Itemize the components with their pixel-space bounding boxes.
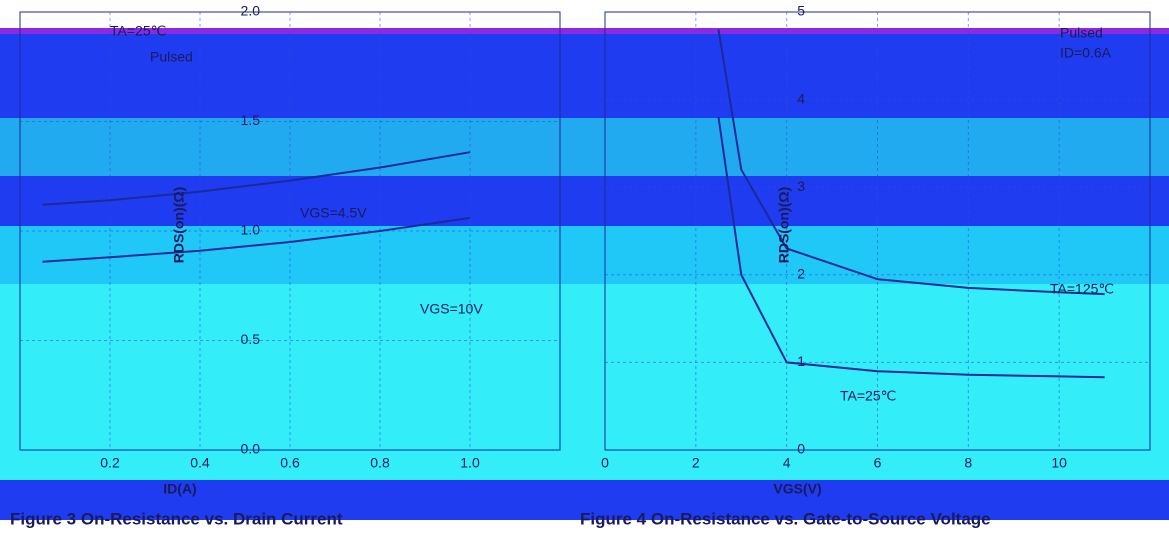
annotation: Pulsed bbox=[1060, 25, 1103, 41]
series-line bbox=[717, 116, 1105, 379]
x-tick-label: 0 bbox=[601, 455, 609, 471]
series-line bbox=[717, 29, 1105, 296]
x-axis-label: ID(A) bbox=[163, 481, 196, 497]
y-tick-label: 3 bbox=[797, 178, 805, 194]
y-tick-label: 1.0 bbox=[241, 222, 261, 238]
y-axis-label: RDS(on)(Ω) bbox=[171, 187, 187, 264]
plot-frame bbox=[19, 11, 561, 451]
figure-caption: Figure 3 On-Resistance vs. Drain Current bbox=[10, 509, 343, 528]
y-tick-label: 2 bbox=[797, 266, 805, 282]
x-tick-label: 6 bbox=[874, 455, 882, 471]
x-tick-label: 0.8 bbox=[370, 455, 390, 471]
y-tick-label: 0.0 bbox=[241, 441, 261, 457]
x-tick-label: 2 bbox=[692, 455, 700, 471]
band bbox=[0, 176, 1169, 226]
y-tick-label: 1 bbox=[797, 353, 805, 369]
annotation: ID=0.6A bbox=[1060, 45, 1112, 61]
series-label: TA=25℃ bbox=[840, 388, 896, 404]
x-tick-label: 8 bbox=[964, 455, 972, 471]
band bbox=[0, 28, 1169, 34]
y-axis-label: RDS(on)(Ω) bbox=[776, 187, 792, 264]
x-tick-label: 1.0 bbox=[460, 455, 480, 471]
band bbox=[0, 118, 1169, 176]
x-tick-label: 0.6 bbox=[280, 455, 300, 471]
y-tick-label: 0.5 bbox=[241, 331, 261, 347]
series-label: VGS=4.5V bbox=[300, 205, 367, 221]
y-tick-label: 2.0 bbox=[241, 3, 261, 19]
series-line bbox=[42, 151, 471, 206]
series-label: TA=125℃ bbox=[1050, 281, 1114, 297]
charts: 0.0 0.5 1.0 1.5 2.0 0.2 0.4 0.6 0.8 1.0 VGS=4.5V VG… bbox=[10, 3, 1151, 528]
y-tick-label: 1.5 bbox=[241, 112, 261, 128]
band bbox=[0, 34, 1169, 118]
plot-frame bbox=[604, 11, 1151, 451]
x-tick-label: 4 bbox=[783, 455, 791, 471]
x-tick-label: 0.2 bbox=[100, 455, 120, 471]
annotation: Pulsed bbox=[150, 49, 193, 65]
x-axis-label: VGS(V) bbox=[773, 481, 821, 497]
y-tick-label: 0 bbox=[797, 441, 805, 457]
figure-caption: Figure 4 On-Resistance vs. Gate-to-Sourc… bbox=[580, 509, 991, 528]
band bbox=[0, 284, 1169, 480]
x-tick-label: 10 bbox=[1051, 455, 1067, 471]
y-tick-label: 4 bbox=[797, 90, 805, 106]
band bbox=[0, 226, 1169, 284]
band bbox=[0, 480, 1169, 520]
y-tick-label: 5 bbox=[797, 3, 805, 19]
series-label: VGS=10V bbox=[420, 301, 483, 317]
x-tick-label: 0.4 bbox=[190, 455, 210, 471]
annotation: TA=25℃ bbox=[110, 23, 166, 39]
series-line bbox=[42, 216, 471, 263]
